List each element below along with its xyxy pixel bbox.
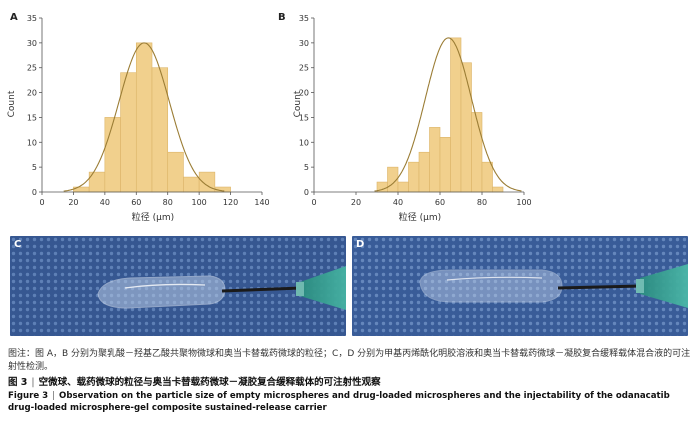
x-tick-label-b-100: 100: [516, 198, 531, 207]
histogram-bar-a-2: [104, 117, 121, 193]
x-tick-label-a-60: 60: [131, 198, 141, 207]
y-tick-label-b-5: 5: [304, 163, 309, 172]
histogram-bar-a-6: [167, 151, 184, 193]
normal-fit-curve-b: [374, 37, 522, 192]
x-tick-label-b-40: 40: [393, 198, 403, 207]
x-tick-label-a-20: 20: [68, 198, 78, 207]
x-tick-label-b-0: 0: [311, 198, 316, 207]
panel-label-a: A: [10, 12, 18, 23]
histogram-bar-a-8: [198, 171, 216, 193]
x-tick-label-a-80: 80: [163, 198, 173, 207]
histogram-bar-b-7: [450, 37, 462, 193]
y-tick-label-a-20: 20: [27, 89, 37, 98]
caption-title-cn: 图 3 | 空微球、载药微球的粒径与奥当卡替载药微球－凝胶复合缓释载体的可注射性观察: [8, 376, 696, 389]
photo-label-d: D: [356, 239, 365, 250]
histogram-bar-a-7: [183, 176, 200, 193]
panel-label-b: B: [278, 12, 286, 23]
caption-cn-label: 图 3: [8, 377, 28, 388]
histogram-bar-b-4: [418, 151, 430, 193]
y-tick-label-b-15: 15: [299, 113, 309, 122]
normal-fit-curve-a: [63, 42, 225, 192]
x-tick-label-a-120: 120: [223, 198, 238, 207]
caption-en-label: Figure 3: [8, 391, 49, 401]
caption-separator: |: [31, 377, 35, 388]
histogram-bar-b-2: [397, 181, 409, 193]
y-tick-label-a-5: 5: [32, 163, 37, 172]
histogram-bar-b-6: [439, 137, 451, 193]
y-tick-label-b-10: 10: [299, 138, 309, 147]
y-tick-label-a-0: 0: [32, 188, 37, 197]
histogram-bar-b-10: [481, 161, 493, 193]
injectability-photo-c: C: [10, 236, 346, 336]
x-axis-label-a: 粒径 (µm): [132, 211, 174, 223]
photo-label-c: C: [14, 239, 22, 250]
y-tick-label-a-30: 30: [27, 39, 37, 48]
y-tick-label-b-0: 0: [304, 188, 309, 197]
y-tick-label-a-25: 25: [27, 64, 37, 73]
histogram-bar-b-5: [429, 127, 441, 193]
x-axis-label-b: 粒径 (µm): [399, 211, 441, 223]
histogram-panel-b: B Count 粒径 (µm) 0 20 40 60 80 100 0 5 10 15 20 25 30…: [278, 12, 532, 223]
caption-cn-text: 空微球、载药微球的粒径与奥当卡替载药微球－凝胶复合缓释载体的可注射性观察: [38, 377, 381, 388]
histogram-bar-b-9: [471, 112, 483, 193]
histogram-bar-a-3: [120, 72, 137, 193]
caption-separator-en: |: [52, 391, 56, 401]
caption-en-text: Observation on the particle size of empt…: [8, 391, 670, 413]
histogram-figure: A Count 粒径 (µm) 0 20 40 60 80 100 120 140051015…: [7, 12, 532, 223]
caption-note: 图注：图 A，B 分别为聚乳酸－羟基乙酸共聚物微球和奥当卡替载药微球的粒径；C，…: [8, 349, 691, 372]
injectability-photo-d: D: [352, 236, 688, 336]
y-tick-label-a-15: 15: [27, 113, 37, 122]
x-tick-label-a-100: 100: [192, 198, 207, 207]
y-tick-label-b-20: 20: [299, 89, 309, 98]
x-tick-label-b-20: 20: [351, 198, 361, 207]
x-tick-label-a-40: 40: [100, 198, 110, 207]
y-tick-label-b-30: 30: [299, 39, 309, 48]
y-tick-label-b-35: 35: [299, 14, 309, 23]
y-axis-label-a: Count: [7, 90, 17, 117]
x-tick-label-b-60: 60: [435, 198, 445, 207]
histogram-bar-b-11: [492, 186, 504, 193]
y-tick-label-a-35: 35: [27, 14, 37, 23]
y-tick-label-a-10: 10: [27, 138, 37, 147]
histogram-bar-a-4: [135, 42, 153, 193]
figure-caption: 图注：图 A，B 分别为聚乳酸－羟基乙酸共聚物微球和奥当卡替载药微球的粒径；C，…: [8, 348, 696, 414]
y-tick-label-b-25: 25: [299, 64, 309, 73]
histogram-bar-b-8: [460, 62, 472, 193]
x-tick-label-b-80: 80: [477, 198, 487, 207]
x-tick-label-a-0: 0: [39, 198, 44, 207]
histogram-panel-a: A Count 粒径 (µm) 0 20 40 60 80 100 120 140 0 5 10 15…: [7, 12, 270, 223]
caption-title-en: Figure 3 | Observation on the particle siz…: [8, 390, 696, 414]
histogram-bar-b-3: [408, 161, 420, 193]
y-axis-label-b: Count: [293, 90, 303, 117]
x-tick-label-a-140: 140: [254, 198, 269, 207]
